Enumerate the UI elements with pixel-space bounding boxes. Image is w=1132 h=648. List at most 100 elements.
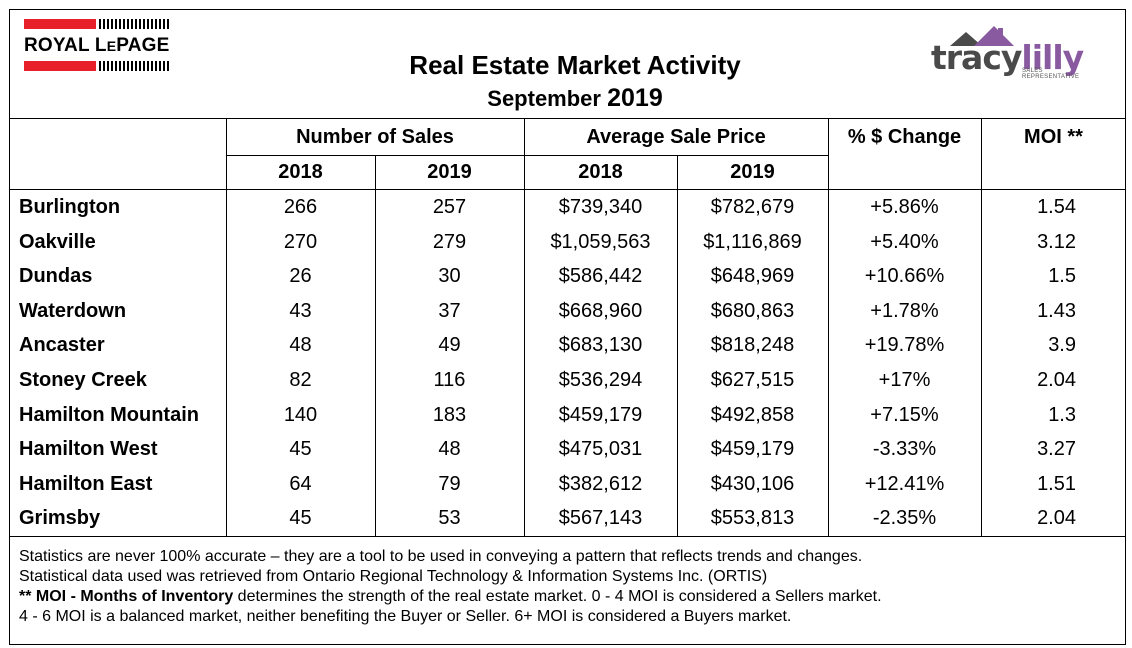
subheader-sales-2019: 2019 bbox=[427, 161, 472, 183]
row-sales-2018: 45 bbox=[289, 507, 312, 530]
row-price-2019: $627,515 bbox=[710, 369, 795, 391]
logo-red-bar bbox=[24, 61, 96, 71]
header-percent-change: % $ Change bbox=[847, 126, 962, 148]
row-sales-2018: 45 bbox=[289, 438, 312, 461]
logo-wordmark: ROYAL LEPAGE bbox=[24, 35, 170, 56]
row-price-2019: $648,969 bbox=[710, 265, 795, 288]
logo-stripes bbox=[99, 61, 171, 71]
row-area: Hamilton Mountain bbox=[19, 403, 199, 426]
row-area: Oakville bbox=[19, 230, 96, 253]
row-area: Stoney Creek bbox=[19, 369, 147, 391]
page-title: Real Estate Market Activity bbox=[409, 50, 741, 80]
document-frame bbox=[9, 9, 1126, 645]
row-moi: 1.43 bbox=[1037, 299, 1076, 322]
row-price-2018: $536,294 bbox=[558, 369, 643, 391]
subheader-price-2018: 2018 bbox=[578, 161, 623, 183]
row-moi: 3.12 bbox=[1037, 230, 1076, 253]
row-sales-2018: 140 bbox=[283, 403, 318, 426]
row-moi: 1.51 bbox=[1037, 472, 1076, 495]
row-sales-2018: 43 bbox=[289, 299, 312, 322]
row-sales-2019: 30 bbox=[438, 265, 461, 288]
logo-red-bar bbox=[24, 19, 96, 29]
row-price-2019: $553,813 bbox=[710, 507, 795, 530]
header-moi: MOI ** bbox=[1024, 126, 1083, 148]
row-price-2018: $459,179 bbox=[558, 403, 643, 426]
row-percent-change: -3.33% bbox=[872, 438, 937, 461]
row-price-2019: $492,858 bbox=[710, 403, 795, 426]
row-sales-2019: 183 bbox=[432, 403, 467, 426]
row-percent-change: -2.35% bbox=[872, 507, 937, 530]
row-area: Hamilton West bbox=[19, 438, 158, 461]
header-number-of-sales: Number of Sales bbox=[296, 126, 454, 148]
footer-note-source: Statistical data used was retrieved from… bbox=[19, 568, 768, 585]
row-sales-2019: 48 bbox=[438, 438, 461, 461]
row-percent-change: +1.78% bbox=[870, 299, 939, 322]
row-sales-2018: 82 bbox=[289, 369, 312, 391]
tracy-lilly-logo: tracylilly SALES REPRESENTATIVE bbox=[930, 18, 1098, 80]
footer-note-accuracy: Statistics are never 100% accurate – the… bbox=[19, 548, 863, 565]
row-moi: 1.5 bbox=[1048, 265, 1076, 288]
row-area: Ancaster bbox=[19, 334, 105, 357]
row-price-2018: $475,031 bbox=[558, 438, 643, 461]
row-price-2018: $1,059,563 bbox=[550, 230, 651, 253]
row-price-2019: $818,248 bbox=[710, 334, 795, 357]
row-percent-change: +12.41% bbox=[864, 472, 945, 495]
row-area: Burlington bbox=[19, 196, 121, 218]
house-roof-icon bbox=[950, 26, 1014, 46]
page-subtitle: September 2019 bbox=[487, 84, 663, 112]
row-moi: 3.9 bbox=[1048, 334, 1076, 357]
row-sales-2018: 48 bbox=[289, 334, 312, 357]
row-moi: 1.3 bbox=[1048, 403, 1076, 426]
subheader-sales-2018: 2018 bbox=[278, 161, 323, 183]
col-divider bbox=[828, 118, 829, 536]
logo-tagline: SALES REPRESENTATIVE bbox=[1022, 68, 1080, 80]
row-moi: 1.54 bbox=[1037, 196, 1076, 218]
row-percent-change: +5.86% bbox=[870, 196, 939, 218]
table-header-divider bbox=[9, 189, 1126, 190]
row-sales-2019: 79 bbox=[438, 472, 461, 495]
row-price-2018: $683,130 bbox=[558, 334, 643, 357]
row-sales-2018: 64 bbox=[289, 472, 312, 495]
row-price-2018: $382,612 bbox=[558, 472, 643, 495]
row-sales-2018: 26 bbox=[289, 265, 312, 288]
row-sales-2019: 37 bbox=[438, 299, 461, 322]
row-price-2019: $1,116,869 bbox=[703, 230, 802, 253]
row-moi: 2.04 bbox=[1037, 369, 1076, 391]
row-area: Hamilton East bbox=[19, 472, 153, 495]
row-price-2019: $430,106 bbox=[710, 472, 795, 495]
row-area: Grimsby bbox=[19, 507, 101, 530]
row-price-2019: $680,863 bbox=[710, 299, 795, 322]
row-percent-change: +19.78% bbox=[864, 334, 945, 357]
row-price-2018: $567,143 bbox=[558, 507, 643, 530]
footer-note-moi: ** MOI - Months of Inventory determines … bbox=[19, 588, 882, 605]
header-divider bbox=[9, 118, 1126, 119]
royal-lepage-logo: ROYAL LEPAGE bbox=[24, 18, 172, 72]
row-sales-2019: 279 bbox=[432, 230, 467, 253]
subheader-price-2019: 2019 bbox=[730, 161, 775, 183]
footer-divider bbox=[9, 536, 1126, 537]
footer-note-balanced: 4 - 6 MOI is a balanced market, neither … bbox=[19, 608, 792, 625]
row-price-2018: $739,340 bbox=[558, 196, 643, 218]
row-sales-2019: 49 bbox=[438, 334, 461, 357]
col-divider bbox=[524, 118, 525, 536]
row-sales-2019: 116 bbox=[433, 369, 466, 391]
row-percent-change: +10.66% bbox=[864, 265, 945, 288]
row-sales-2018: 270 bbox=[283, 230, 318, 253]
row-percent-change: +5.40% bbox=[870, 230, 939, 253]
row-price-2018: $668,960 bbox=[558, 299, 643, 322]
row-percent-change: +7.15% bbox=[870, 403, 939, 426]
row-price-2018: $586,442 bbox=[558, 265, 643, 288]
logo-wordmark: tracylilly bbox=[931, 38, 1084, 77]
col-divider bbox=[375, 155, 376, 536]
row-price-2019: $459,179 bbox=[710, 438, 795, 461]
row-sales-2018: 266 bbox=[283, 196, 318, 218]
row-moi: 3.27 bbox=[1037, 438, 1076, 461]
row-area: Dundas bbox=[19, 265, 93, 288]
row-price-2019: $782,679 bbox=[710, 196, 795, 218]
header-average-sale-price: Average Sale Price bbox=[586, 126, 766, 148]
subheader-divider bbox=[226, 155, 828, 156]
row-percent-change: +17% bbox=[878, 369, 931, 391]
row-sales-2019: 53 bbox=[438, 507, 461, 530]
row-moi: 2.04 bbox=[1037, 507, 1076, 530]
col-divider bbox=[677, 155, 678, 536]
